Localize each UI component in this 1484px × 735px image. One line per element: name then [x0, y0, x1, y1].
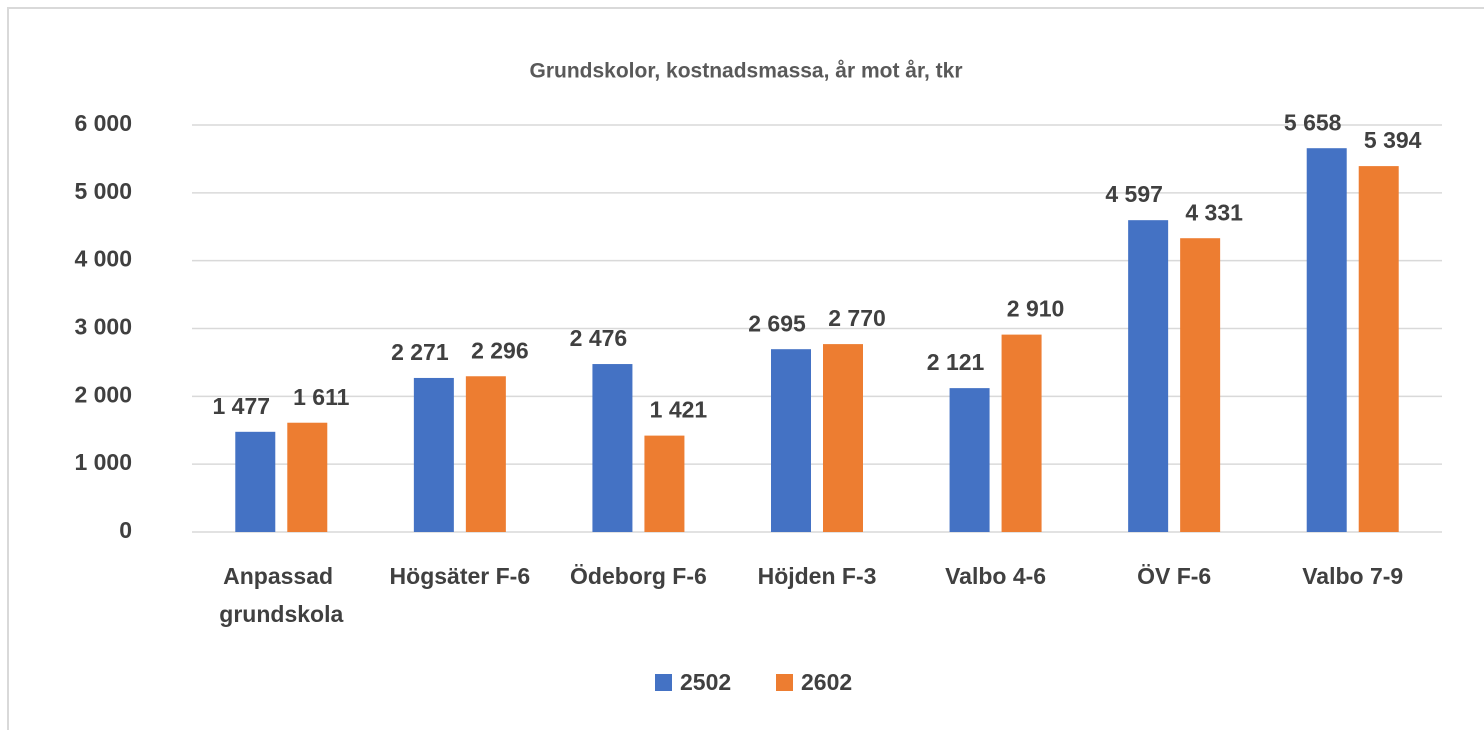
data-label: 1 611 [293, 384, 349, 410]
bar [592, 364, 633, 532]
data-label: 4 597 [1105, 181, 1163, 207]
legend-label: 2502 [680, 669, 731, 695]
bar [1180, 238, 1221, 532]
bar [1306, 148, 1347, 532]
data-label: 2 296 [471, 337, 529, 363]
bar [823, 344, 863, 532]
x-tick-label: Högsäter F-6 [390, 563, 531, 589]
bar [1001, 334, 1042, 532]
bar [235, 431, 276, 532]
bar [465, 376, 506, 532]
data-label: 2 271 [391, 339, 449, 365]
data-label: 2 695 [748, 310, 806, 336]
x-tick-label: Valbo 7-9 [1302, 563, 1403, 589]
x-tick-label: Höjden F-3 [758, 563, 877, 589]
bar [1128, 220, 1169, 532]
legend-swatch [776, 674, 793, 691]
data-label: 1 477 [213, 393, 271, 419]
y-tick-label: 0 [119, 517, 132, 543]
legend-swatch [655, 674, 672, 691]
y-tick-label: 3 000 [74, 314, 132, 340]
data-label: 2 121 [927, 349, 985, 375]
x-tick-label: Anpassad grundskola [219, 563, 343, 627]
y-tick-label: 4 000 [74, 246, 132, 272]
bar [949, 388, 990, 532]
legend-label: 2602 [801, 669, 852, 695]
bar [771, 349, 811, 532]
y-tick-label: 1 000 [74, 449, 132, 475]
chart-frame [7, 7, 1484, 735]
x-tick-label: ÖV F-6 [1137, 563, 1211, 589]
data-label: 2 910 [1007, 296, 1065, 322]
data-label: 1 421 [650, 397, 708, 423]
y-tick-label: 6 000 [74, 110, 132, 136]
data-label: 2 476 [570, 325, 628, 351]
bar [1358, 166, 1399, 532]
bar [413, 377, 454, 532]
y-tick-label: 2 000 [74, 381, 132, 407]
data-label: 4 331 [1185, 199, 1243, 225]
y-tick-label: 5 000 [74, 178, 132, 204]
x-tick-label: Ödeborg F-6 [570, 563, 707, 589]
bar [287, 422, 328, 532]
data-label: 2 770 [828, 305, 886, 331]
data-label: 5 658 [1284, 109, 1342, 135]
x-tick-label: Valbo 4-6 [945, 563, 1046, 589]
data-label: 5 394 [1364, 127, 1422, 153]
chart-title: Grundskolor, kostnadsmassa, år mot år, t… [530, 60, 963, 83]
bar [644, 435, 685, 532]
